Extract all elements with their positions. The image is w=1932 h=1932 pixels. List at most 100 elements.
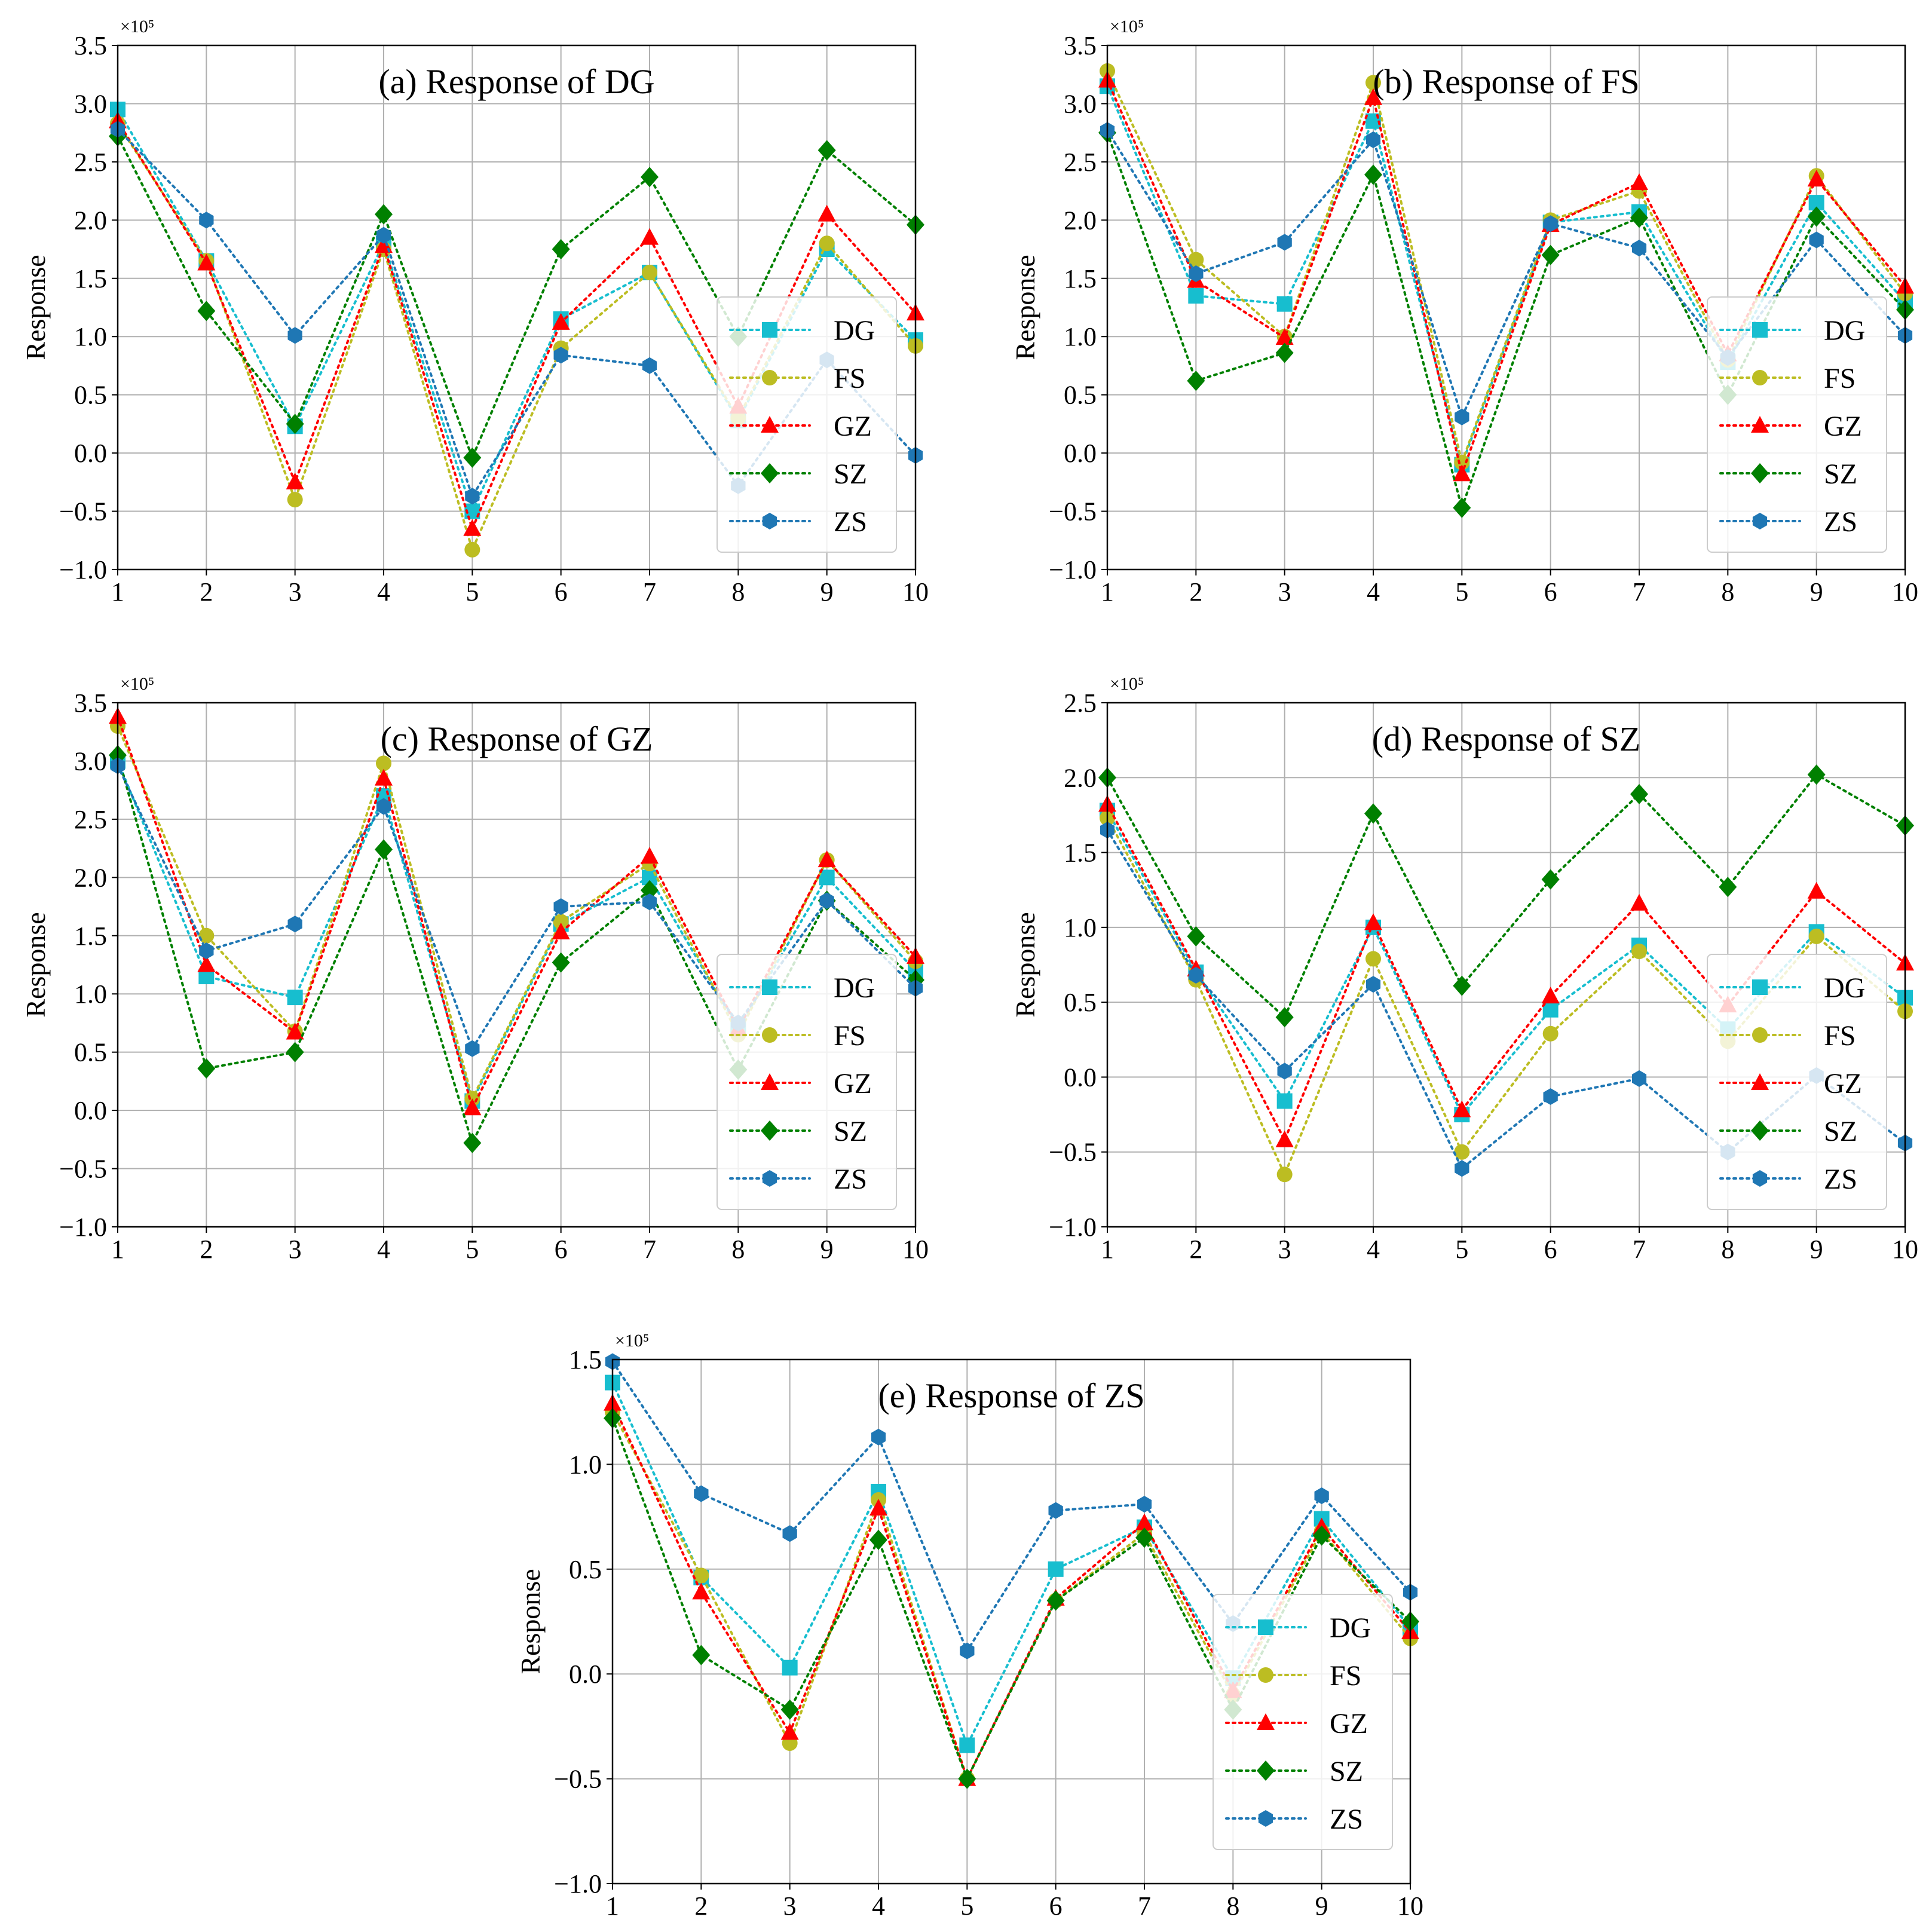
legend: DG FS GZ SZ ZS (717, 954, 897, 1210)
data-point-sz (1364, 164, 1382, 185)
data-point-dg (1188, 288, 1204, 304)
legend-label-fs: FS (834, 1020, 865, 1052)
data-point-sz (552, 239, 570, 260)
y-tick-label: 0.0 (74, 1096, 107, 1125)
legend-marker-fs (762, 1027, 777, 1043)
x-tick-label: 7 (1633, 1235, 1646, 1264)
x-tick-label: 4 (377, 1235, 390, 1264)
x-tick-label: 2 (694, 1891, 708, 1921)
data-point-fs (1365, 75, 1381, 91)
data-point-fs (1631, 943, 1647, 959)
series-line-dg (1106, 85, 1906, 469)
data-point-zs (553, 347, 568, 364)
legend-marker-gz (1751, 1073, 1769, 1090)
y-tick-label: 2.0 (1064, 763, 1097, 792)
legend-label-gz: GZ (1824, 1068, 1862, 1100)
x-tick-label: 4 (1367, 577, 1380, 607)
data-point-fs (1365, 951, 1381, 967)
axis-exponent-label: ×10⁵ (1110, 674, 1144, 694)
legend: DG FS GZ SZ ZS (1707, 296, 1887, 553)
data-point-sz (1541, 244, 1560, 265)
data-point-fs (553, 914, 569, 930)
data-point-gz (286, 472, 304, 489)
x-tick-label: 8 (731, 577, 745, 607)
data-point-zs (1809, 231, 1824, 249)
legend-marker-dg (762, 322, 777, 338)
data-point-gz (1630, 173, 1648, 190)
y-tick-label: 0.5 (74, 1038, 107, 1067)
legend-marker-gz (761, 416, 779, 433)
legend-marker-zs (1752, 513, 1768, 529)
data-point-zs (1455, 1160, 1469, 1177)
series-line-fs (1106, 69, 1906, 467)
data-point-dg (782, 1660, 798, 1676)
y-tick-label: 1.5 (1064, 838, 1097, 868)
data-point-fs (1454, 1144, 1470, 1160)
data-point-gz (1630, 893, 1648, 911)
y-tick-label: 1.5 (74, 921, 107, 951)
data-point-fs (198, 927, 215, 944)
data-point-zs (1631, 1070, 1647, 1087)
x-tick-label: 4 (1367, 1235, 1380, 1264)
chart-panel-1: −1.0 −0.5 0.0 0.5 1.0 1.5 2.0 2.5 3.0 3.5 1 2 3 4 5 6 7 8… (20, 17, 929, 607)
data-point-sz (375, 839, 393, 860)
x-tick-label: 1 (1101, 1235, 1114, 1264)
legend-label-zs: ZS (1824, 1164, 1857, 1195)
data-point-sz (1453, 975, 1471, 996)
legend-label-gz: GZ (1330, 1708, 1368, 1740)
data-point-fs (1276, 1166, 1293, 1183)
data-point-sz (1541, 869, 1560, 890)
x-tick-label: 9 (820, 577, 834, 607)
data-point-gz (692, 1582, 711, 1600)
legend: DG FS GZ SZ ZS (1213, 1594, 1393, 1850)
chart-panel-2: −1.0 −0.5 0.0 0.5 1.0 1.5 2.0 2.5 3.0 3.5 1 2 3 4 5 6 7 8… (1010, 17, 1918, 607)
data-point-gz (817, 204, 836, 222)
data-point-zs (1631, 240, 1647, 257)
x-tick-label: 7 (643, 577, 656, 607)
data-point-sz (1187, 371, 1205, 391)
legend-label-sz: SZ (1824, 458, 1857, 490)
y-tick-label: 1.0 (1064, 913, 1097, 942)
legend-marker-sz (1751, 463, 1769, 483)
data-point-sz (552, 952, 570, 973)
legend-marker-fs (1752, 1027, 1768, 1043)
legend-label-zs: ZS (834, 1164, 867, 1195)
data-point-zs (642, 357, 657, 374)
legend-label-gz: GZ (834, 1068, 872, 1100)
data-point-gz (1807, 881, 1826, 899)
data-point-zs (1137, 1496, 1152, 1513)
y-tick-label: 1.5 (569, 1345, 602, 1374)
y-tick-label: −0.5 (554, 1765, 602, 1794)
chart-title: (e) Response of ZS (878, 1376, 1144, 1415)
data-point-gz (817, 850, 836, 868)
x-tick-label: 8 (731, 1235, 745, 1264)
x-tick-label: 3 (783, 1891, 797, 1921)
axis-exponent-label: ×10⁵ (615, 1331, 649, 1351)
data-point-fs (287, 492, 303, 508)
legend-label-fs: FS (1330, 1660, 1361, 1692)
chart-title: (c) Response of GZ (381, 719, 653, 758)
plot-frame (611, 1358, 1412, 1885)
legend-marker-fs (1752, 370, 1768, 385)
data-point-zs (1048, 1502, 1063, 1519)
data-point-sz (1312, 1525, 1331, 1546)
data-point-fs (1188, 252, 1204, 268)
data-point-fs (819, 235, 835, 252)
x-tick-label: 6 (555, 577, 568, 607)
x-tick-label: 9 (820, 1235, 834, 1264)
data-point-zs (960, 1642, 975, 1660)
y-axis-label: Response (1010, 912, 1040, 1017)
data-point-sz (641, 880, 659, 901)
data-point-zs (287, 916, 302, 933)
data-point-zs (871, 1428, 886, 1446)
x-tick-label: 9 (1810, 577, 1823, 607)
data-point-sz (1630, 207, 1648, 228)
y-tick-label: 1.0 (74, 979, 107, 1009)
y-tick-label: 3.0 (74, 746, 107, 776)
legend: DG FS GZ SZ ZS (717, 296, 897, 553)
legend-label-gz: GZ (1824, 411, 1862, 442)
axis-exponent-label: ×10⁵ (120, 674, 154, 694)
y-tick-label: −1.0 (554, 1869, 602, 1899)
x-tick-label: 5 (466, 577, 479, 607)
data-point-sz (463, 1132, 482, 1153)
